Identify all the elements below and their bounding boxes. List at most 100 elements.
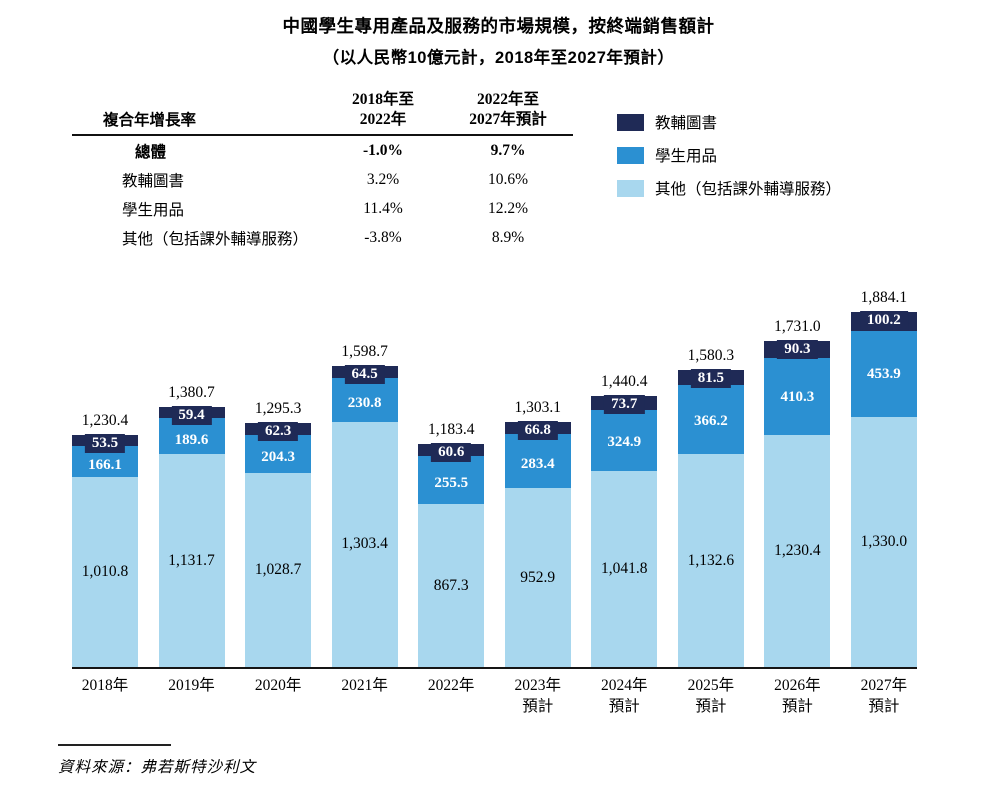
bar-segment-other [850, 416, 917, 668]
row-value-period-1: -1.0% [362, 142, 404, 160]
bar-other-value-label: 1,303.4 [341, 535, 388, 553]
cagr-header-period-1-line2: 2022年 [359, 111, 407, 129]
bar-total-label: 1,183.4 [427, 421, 475, 439]
row-label: 學生用品 [122, 202, 185, 220]
bar-stack: 66.8 283.4 952.9 [504, 420, 571, 668]
bar-other-value-label: 867.3 [433, 576, 469, 594]
cagr-header-period-2-line2: 2027年預計 [469, 111, 547, 129]
bar-total-label: 1,303.1 [514, 398, 561, 416]
bar-segment-supplies [591, 409, 658, 471]
x-axis-tick-label: 2027年 預計 [860, 677, 908, 716]
source-divider [58, 744, 171, 747]
table-row-books: 教輔圖書 3.2% 10.6% [72, 166, 573, 194]
row-label: 總體 [135, 144, 167, 162]
bar-other-value-label: 952.9 [520, 568, 556, 586]
x-axis-tick-label: 2026年 預計 [774, 677, 821, 716]
legend-label: 學生用品 [655, 148, 718, 165]
table-row-supplies: 學生用品 11.4% 12.2% [72, 195, 573, 223]
bar-segment-supplies [850, 331, 917, 417]
bar-total-label: 1,440.4 [601, 372, 648, 390]
bar-stack: 53.5 166.1 1,010.8 [72, 434, 138, 668]
bar-total-label: 1,884.1 [860, 289, 908, 307]
page-title: 中國學生專用產品及服務的市場規模，按終端銷售額計 [282, 16, 715, 36]
bar-supplies-value-label: 366.2 [693, 412, 728, 429]
bar-segment-other [764, 435, 831, 668]
row-value-period-2: 12.2% [487, 200, 529, 218]
bar-supplies-value-label: 166.1 [88, 457, 122, 474]
legend-item-other: 其他（包括課外輔導服務） [617, 177, 841, 199]
legend-swatch-books-icon [617, 113, 644, 131]
bar-segment-supplies [764, 358, 831, 436]
legend-swatch-other-icon [617, 179, 644, 197]
cagr-header-period-2: 2022年至 2027年預計 [443, 90, 573, 130]
x-axis-tick-label: 2021年 [341, 677, 388, 695]
bar-group: 1,598.7 64.5 230.8 1,303.4 [331, 312, 398, 668]
x-axis-tick-label: 2019年 [168, 677, 215, 695]
bar-total-label: 1,380.7 [168, 384, 215, 402]
bar-other-value-label: 1,131.7 [168, 551, 215, 569]
cagr-table-header: 複合年增長率 2018年至 2022年 2022年至 2027年預計 [72, 90, 573, 137]
bar-group: 1,230.4 53.5 166.1 1,010.8 [72, 312, 138, 668]
bar-stack: 62.3 204.3 1,028.7 [245, 422, 312, 668]
legend-item-books: 教輔圖書 [617, 111, 841, 133]
bar-stack: 90.3 410.3 1,230.4 [764, 340, 831, 668]
table-row-total: 總體 -1.0% 9.7% [72, 137, 573, 165]
row-label: 教輔圖書 [122, 173, 185, 191]
bar-stack: 100.2 453.9 1,330.0 [850, 311, 917, 668]
row-value-period-1: 3.2% [366, 171, 400, 189]
row-value-period-2: 9.7% [490, 142, 526, 160]
bar-other-value-label: 1,028.7 [254, 561, 302, 579]
bar-segment-other [245, 473, 312, 668]
bar-books-value-badge: 53.5 [84, 434, 126, 454]
table-row-other: 其他（包括課外輔導服務） -3.8% 8.9% [72, 224, 573, 252]
legend-swatch-supplies-icon [617, 146, 644, 164]
x-axis-tick-label: 2022年 [427, 677, 475, 695]
bar-segment-other [504, 487, 571, 668]
bar-stack: 73.7 324.9 1,041.8 [591, 394, 658, 668]
bar-group: 1,580.3 81.5 366.2 1,132.6 [677, 312, 744, 668]
bar-segment-other [158, 454, 225, 668]
bar-segment-other [591, 470, 658, 668]
bar-supplies-value-label: 230.8 [347, 394, 382, 411]
bar-total-label: 1,731.0 [774, 318, 821, 336]
bar-group: 1,440.4 73.7 324.9 1,041.8 [591, 312, 658, 668]
bar-other-value-label: 1,132.6 [687, 551, 735, 569]
bar-books-value-badge: 66.8 [517, 420, 558, 440]
row-label: 其他（包括課外輔導服務） [122, 231, 309, 249]
bar-total-label: 1,230.4 [81, 412, 129, 430]
x-axis-tick-label: 2024年 預計 [601, 677, 648, 716]
cagr-header-label: 複合年增長率 [103, 112, 197, 130]
source-text: 資料來源：弗若斯特沙利文 [58, 759, 257, 777]
bar-books-value-badge: 100.2 [860, 311, 908, 331]
bar-other-value-label: 1,230.4 [774, 542, 821, 560]
bar-group: 1,183.4 60.6 255.5 867.3 [418, 312, 485, 668]
cagr-header-period-1: 2018年至 2022年 [323, 90, 443, 130]
legend-label: 教輔圖書 [655, 115, 718, 132]
bar-books-value-badge: 90.3 [777, 340, 818, 360]
x-axis-line [72, 667, 917, 670]
bar-other-value-label: 1,330.0 [860, 532, 908, 550]
title-block: 中國學生專用產品及服務的市場規模，按終端銷售額計 （以人民幣10億元計，2018… [0, 0, 997, 68]
x-axis-tick-label: 2025年 預計 [687, 677, 735, 716]
bar-books-value-badge: 64.5 [344, 365, 385, 385]
upper-section: 複合年增長率 2018年至 2022年 2022年至 2027年預計 總體 -1… [72, 90, 997, 252]
bar-supplies-value-label: 189.6 [174, 431, 209, 448]
bar-total-label: 1,295.3 [254, 400, 302, 418]
bar-supplies-value-label: 283.4 [520, 455, 555, 472]
cagr-header-period-2-line1: 2022年至 [476, 91, 539, 108]
bar-segment-supplies [331, 378, 398, 422]
bar-books-value-badge: 81.5 [690, 368, 731, 388]
page-subtitle: （以人民幣10億元計，2018年至2027年預計） [322, 49, 675, 67]
bar-segment-supplies [677, 384, 744, 454]
bar-segment-supplies [245, 434, 312, 474]
bar-other-value-label: 1,041.8 [601, 560, 648, 578]
row-value-period-1: -3.8% [364, 229, 402, 247]
bar-books-value-badge: 62.3 [257, 422, 299, 442]
bar-books-value-badge: 60.6 [431, 443, 472, 463]
legend-item-supplies: 學生用品 [617, 144, 841, 166]
x-axis-tick-label: 2020年 [254, 677, 302, 695]
row-value-period-2: 8.9% [491, 229, 525, 247]
bar-group: 1,380.7 59.4 189.6 1,131.7 [158, 312, 225, 668]
bar-supplies-value-label: 324.9 [607, 434, 642, 451]
